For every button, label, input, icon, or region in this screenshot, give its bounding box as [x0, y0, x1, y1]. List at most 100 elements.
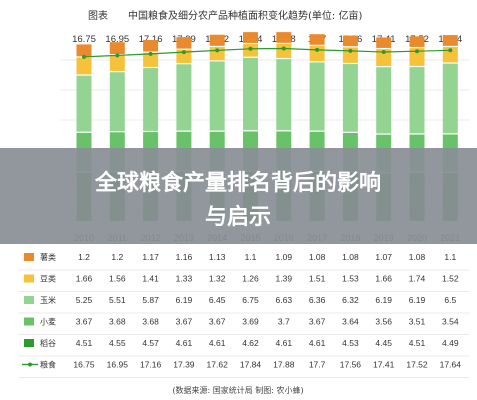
- total-point: [281, 46, 286, 51]
- bar-segment: [376, 67, 392, 134]
- bar-segment: [309, 62, 325, 131]
- table-cell: 3.54: [442, 317, 459, 327]
- legend-label: 豆类: [40, 274, 56, 284]
- table-cell: 6.19: [375, 295, 392, 305]
- total-labels: 16.7516.9517.1617.3917.6217.8417.8817.71…: [72, 34, 462, 45]
- legend-swatch: [24, 296, 34, 304]
- bar-segment: [442, 63, 458, 134]
- table-cell: 1.26: [242, 274, 259, 284]
- total-point: [215, 48, 220, 53]
- headline-banner: 全球粮食产量排名背后的影响 与启示: [0, 148, 477, 244]
- bar-segment: [176, 37, 192, 49]
- table-cell: 4.61: [309, 338, 326, 348]
- bar-segment: [309, 34, 325, 45]
- total-point: [181, 50, 186, 55]
- table-cell: 1.13: [209, 252, 226, 262]
- table-cell: 4.49: [442, 338, 459, 348]
- legend-swatch: [24, 253, 34, 261]
- table-cell: 1.1: [245, 252, 257, 262]
- table-cell: 4.61: [176, 338, 193, 348]
- bar-segment: [342, 35, 358, 47]
- table-cell: 1.41: [142, 274, 159, 284]
- total-point: [448, 48, 453, 53]
- table-cell: 6.63: [276, 295, 293, 305]
- table-cell: 6.19: [409, 295, 426, 305]
- table-cell: 4.57: [142, 338, 159, 348]
- table-cell: 3.67: [176, 317, 193, 327]
- table-cell: 4.61: [209, 338, 226, 348]
- table-cell: 1.1: [444, 252, 456, 262]
- table-cell: 4.45: [375, 338, 392, 348]
- bar-segment: [342, 64, 358, 132]
- table-cell: 6.75: [242, 295, 259, 305]
- bar-segment: [442, 35, 458, 46]
- table-cell: 6.36: [309, 295, 326, 305]
- table-cell: 3.68: [142, 317, 159, 327]
- table-cell: 1.09: [276, 252, 293, 262]
- bar-segment: [409, 36, 425, 47]
- table-cell: 1.08: [342, 252, 359, 262]
- table-cell: 3.69: [242, 317, 259, 327]
- table-cell: 17.16: [140, 360, 162, 370]
- table-cell: 6.32: [342, 295, 359, 305]
- total-value-label: 17.16: [139, 34, 163, 45]
- table-cell: 1.2: [111, 252, 123, 262]
- bar-segment: [243, 32, 258, 43]
- table-cell: 5.87: [142, 295, 159, 305]
- bar-segment: [276, 32, 292, 43]
- table-cell: 17.56: [340, 360, 362, 370]
- legend-swatch: [28, 362, 32, 367]
- table-cell: 1.53: [342, 274, 359, 284]
- table-cell: 6.5: [444, 295, 456, 305]
- data-table: 2010201120122013201420152016201720182019…: [18, 233, 470, 378]
- total-point: [381, 50, 386, 54]
- legend-label: 玉米: [40, 295, 56, 305]
- total-point: [415, 49, 419, 54]
- table-cell: 6.19: [176, 295, 193, 305]
- table-cell: 17.62: [207, 360, 229, 370]
- chart-footer: (数据来源: 国家统计局 制图: 农小蜂): [172, 385, 303, 395]
- table-cell: 1.39: [276, 274, 293, 284]
- bar-segment: [76, 44, 92, 57]
- table-cell: 17.7: [309, 360, 326, 370]
- total-point: [348, 48, 353, 53]
- table-cell: 3.56: [375, 317, 392, 327]
- table-cell: 1.2: [78, 252, 90, 262]
- table-cell: 17.39: [173, 360, 195, 370]
- table-cell: 3.64: [342, 317, 359, 327]
- bar-segment: [176, 49, 192, 64]
- table-cell: 1.08: [409, 252, 426, 262]
- bar-segment: [209, 61, 225, 131]
- total-trend-line: [82, 46, 453, 59]
- table-cell: 3.67: [309, 317, 326, 327]
- table-cell: 4.51: [76, 338, 93, 348]
- bar-segment: [276, 59, 292, 131]
- table-cell: 1.74: [409, 274, 426, 284]
- bar-segment: [143, 39, 159, 52]
- table-cell: 3.51: [409, 317, 426, 327]
- total-point: [82, 54, 86, 59]
- bar-segment: [76, 57, 92, 75]
- table-cell: 1.66: [76, 274, 93, 284]
- total-point: [148, 51, 153, 56]
- table-cell: 4.55: [109, 338, 126, 348]
- table-cell: 1.52: [442, 274, 459, 284]
- table-cell: 17.64: [440, 360, 462, 370]
- bar-segment: [76, 75, 92, 132]
- table-cell: 4.61: [276, 338, 293, 348]
- table-cell: 3.7: [278, 317, 290, 327]
- table-cell: 16.95: [107, 360, 129, 370]
- bar-segment: [109, 72, 125, 132]
- table-cell: 1.07: [375, 252, 392, 262]
- table-cell: 3.67: [209, 317, 226, 327]
- total-value-label: 16.75: [72, 34, 96, 45]
- table-cell: 4.53: [342, 338, 359, 348]
- bar-segment: [243, 57, 258, 131]
- banner-title-line2: 与启示: [205, 204, 271, 230]
- table-cell: 1.17: [142, 252, 159, 262]
- legend-swatch: [24, 274, 34, 283]
- total-point: [315, 47, 320, 52]
- bar-segment: [109, 42, 125, 55]
- table-cell: 1.66: [375, 274, 392, 284]
- chart-title-prefix: 图表: [88, 9, 108, 22]
